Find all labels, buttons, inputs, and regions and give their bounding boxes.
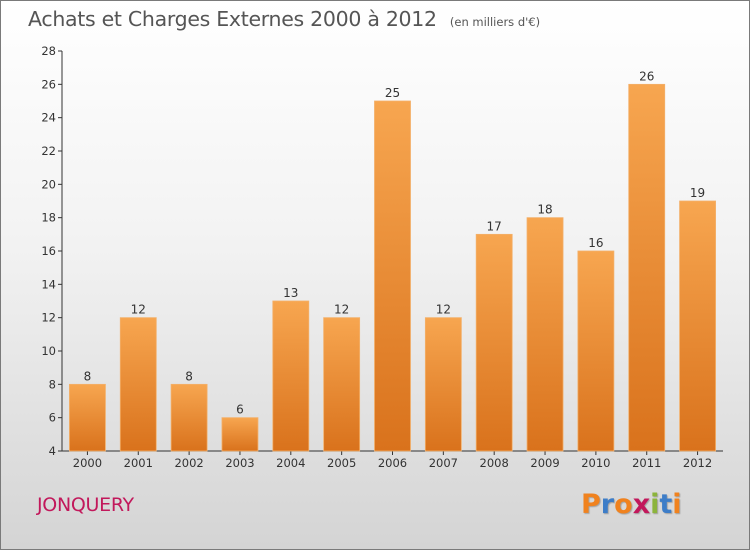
value-label-2007: 12 — [436, 303, 451, 317]
value-label-2008: 17 — [487, 219, 502, 233]
x-tick-label: 2012 — [683, 456, 712, 470]
y-tick-label: 16 — [41, 244, 56, 258]
value-label-2012: 19 — [690, 186, 705, 200]
x-tick-label: 2007 — [429, 456, 458, 470]
y-tick-label: 14 — [41, 277, 56, 291]
value-label-2005: 12 — [334, 303, 349, 317]
proxiti-logo[interactable]: Proxiti — [581, 489, 682, 520]
bar-2011 — [628, 83, 666, 452]
y-tick-label: 6 — [49, 411, 56, 425]
value-label-2006: 25 — [385, 86, 400, 100]
y-tick-label: 24 — [41, 111, 56, 125]
x-tick-label: 2004 — [276, 456, 305, 470]
logo-letter: x — [632, 489, 651, 520]
bar-2006 — [374, 100, 411, 452]
bar-2007 — [424, 317, 462, 452]
y-tick-label: 20 — [41, 177, 56, 191]
y-tick-label: 8 — [49, 377, 56, 391]
x-tick-label: 2009 — [530, 456, 559, 470]
x-tick-label: 2006 — [378, 456, 407, 470]
bar-2005 — [323, 317, 361, 452]
x-axis: 2000 2001 2002 2003 2004 2005 2006 2007 2008 2009… — [62, 450, 723, 470]
x-tick-label: 2001 — [124, 456, 153, 470]
x-tick-label: 2011 — [632, 456, 661, 470]
logo-letter: o — [614, 489, 633, 520]
bars: 8 12 8 6 13 12 25 12 17 18 16 26 19 — [69, 69, 716, 452]
logo-letter: t — [659, 489, 673, 520]
commune-name: JONQUERY — [37, 494, 134, 516]
logo-letter: i — [672, 489, 682, 520]
chart-subtitle: (en milliers d'€) — [449, 15, 541, 29]
y-tick-label: 10 — [41, 344, 56, 358]
logo-letter: i — [650, 489, 660, 520]
bar-2001 — [119, 317, 157, 452]
x-tick-label: 2008 — [480, 456, 509, 470]
value-label-2002: 8 — [185, 369, 193, 383]
bar-2003 — [221, 417, 259, 452]
x-tick-label: 2005 — [327, 456, 356, 470]
x-tick-label: 2003 — [225, 456, 254, 470]
value-label-2001: 12 — [131, 303, 146, 317]
bar-2008 — [475, 233, 513, 452]
value-label-2004: 13 — [283, 286, 298, 300]
title-row: Achats et Charges Externes 2000 à 2012 (… — [28, 7, 540, 31]
bar-2002 — [170, 383, 208, 452]
y-tick-label: 18 — [41, 211, 56, 225]
value-label-2009: 18 — [537, 203, 552, 217]
bar-2004 — [272, 300, 310, 452]
value-label-2010: 16 — [588, 236, 603, 250]
x-tick-label: 2002 — [174, 456, 203, 470]
x-tick-label: 2010 — [581, 456, 610, 470]
y-tick-label: 28 — [41, 44, 56, 58]
value-label-2003: 6 — [236, 403, 244, 417]
y-tick-label: 22 — [41, 144, 56, 158]
logo-letter: r — [600, 489, 615, 520]
x-tick-label: 2000 — [73, 456, 102, 470]
y-axis: 4 6 8 10 12 14 16 18 20 22 24 26 28 — [41, 44, 63, 458]
value-label-2000: 8 — [84, 369, 92, 383]
bar-2000 — [69, 383, 106, 452]
value-label-2011: 26 — [639, 69, 654, 83]
bar-2012 — [679, 200, 716, 452]
y-tick-label: 26 — [41, 77, 56, 91]
bar-2010 — [577, 250, 615, 452]
y-tick-label: 4 — [49, 444, 56, 458]
bar-2009 — [526, 217, 564, 452]
y-tick-label: 12 — [41, 311, 56, 325]
chart-title: Achats et Charges Externes 2000 à 2012 — [28, 7, 437, 31]
logo-letter: P — [581, 489, 601, 520]
